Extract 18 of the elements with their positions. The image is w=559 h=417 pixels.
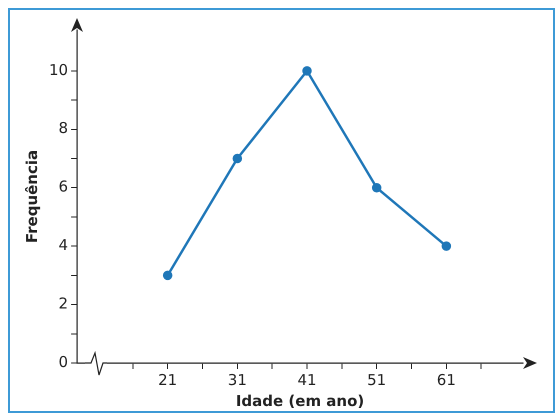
y-tick-label: 4: [58, 236, 68, 254]
point: [232, 154, 242, 164]
y-tick-label: 10: [48, 60, 68, 79]
point: [302, 66, 312, 76]
x-tick-label: 41: [297, 370, 317, 389]
x-tick-label: 51: [367, 370, 386, 389]
x-tick-label: 61: [436, 370, 456, 389]
x-tick-label: 31: [228, 370, 247, 389]
y-axis-title: Frequência: [22, 150, 41, 244]
x-tick-label: 21: [158, 370, 178, 389]
y-tick-label: 0: [58, 352, 68, 371]
y-tick-label: 2: [58, 294, 68, 312]
point: [372, 182, 382, 192]
point: [442, 241, 452, 251]
point: [162, 270, 172, 280]
x-axis-title: Idade (em ano): [236, 392, 364, 410]
y-tick-label: 8: [58, 119, 68, 138]
y-tick-label: 6: [58, 178, 68, 196]
